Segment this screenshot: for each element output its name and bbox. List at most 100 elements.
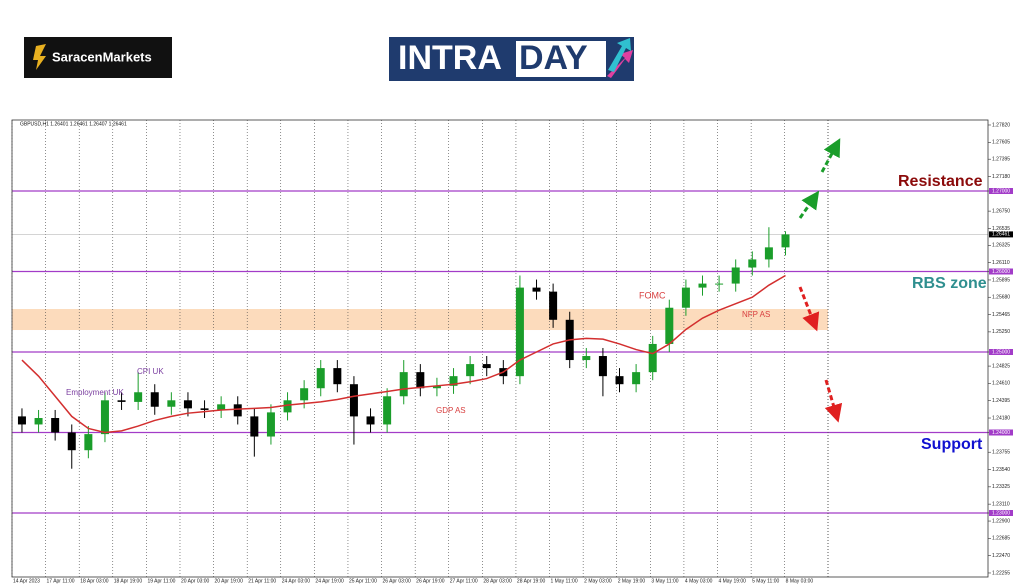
brand-logo [24,37,172,78]
candle-body [482,364,491,369]
candle-body [665,307,674,344]
y-tick-label: 1.26325 [992,243,1010,249]
x-tick-label: 20 Apr 19:00 [215,578,244,584]
candle-body [366,416,375,425]
x-tick-label: 8 May 03:00 [786,578,814,584]
y-tick-label: 1.25465 [992,312,1010,318]
candle-body [51,418,60,433]
candle-body [100,400,109,435]
annotation: Employment UK [66,388,124,397]
level-label-bg [989,510,1013,517]
candle-body [233,404,242,417]
arrow-down [824,379,843,423]
annotation: Resistance [898,173,983,190]
candle-body [632,372,641,385]
candle-body [781,234,790,248]
candle-body [715,283,724,285]
candle-body [748,259,757,268]
annotation: RBS zone [912,275,987,292]
annotation: GDP AS [436,406,466,415]
y-tick-label: 1.24180 [992,415,1010,421]
brand-icon [33,44,46,70]
candle-body [598,356,607,377]
banner-box [516,41,606,77]
annotation: FOMC [639,290,666,300]
y-tick-label: 1.23000 [992,510,1010,516]
y-tick-label: 1.23110 [992,501,1010,507]
x-tick-label: 17 Apr 11:00 [47,578,75,584]
level-label-bg [989,268,1013,275]
candle-body [416,372,425,389]
x-tick-label: 5 May 11:00 [752,578,779,584]
last-price-bg [989,231,1013,238]
candle-body [515,287,524,377]
candle-body [200,408,209,410]
moving-average [21,274,786,434]
candle-body [250,416,259,437]
x-tick-label: 28 Apr 03:00 [483,578,512,584]
candle-body [150,392,159,407]
y-tick-label: 1.24000 [992,430,1010,436]
candle-body [399,372,408,397]
y-tick-label: 1.23540 [992,467,1010,473]
candle-body [117,400,126,402]
candle-body [316,368,325,389]
y-tick-label: 1.27000 [992,188,1010,194]
x-tick-label: 2 May 19:00 [618,578,646,584]
candle-body [532,287,541,292]
candle-body [349,384,358,417]
y-tick-label: 1.22255 [992,570,1010,576]
x-tick-label: 3 May 11:00 [651,578,678,584]
y-tick-label: 1.22685 [992,536,1010,542]
x-tick-label: 14 Apr 2023 [13,578,40,584]
x-tick-label: 1 May 11:00 [550,578,577,584]
rbs-zone [12,309,828,331]
banner-right: DAY [519,39,588,77]
candle-body [134,392,143,402]
x-tick-label: 24 Apr 19:00 [315,578,344,584]
y-tick-label: 1.27395 [992,157,1010,163]
y-tick-label: 1.22900 [992,518,1010,524]
candle-body [383,396,392,425]
candle-body [17,416,26,425]
x-tick-label: 24 Apr 03:00 [282,578,311,584]
candle-body [764,247,773,260]
x-tick-label: 21 Apr 11:00 [248,578,276,584]
y-tick-label: 1.24610 [992,381,1010,387]
candle-body [167,400,176,407]
candle-body [615,376,624,385]
x-tick-label: 28 Apr 19:00 [517,578,546,584]
candle-body [217,404,226,410]
candle-body [266,412,275,437]
candle-body [67,432,76,451]
x-tick-label: 2 May 03:00 [584,578,612,584]
level-label-bg [989,429,1013,436]
candle-body [333,368,342,385]
arrow-down [798,286,820,332]
y-tick-label: 1.26110 [992,260,1010,266]
candle-body [300,388,309,401]
arrow-up [820,138,841,173]
x-tick-label: 18 Apr 03:00 [80,578,109,584]
y-tick-label: 1.25000 [992,349,1010,355]
y-tick-label: 1.24395 [992,398,1010,404]
y-tick-label: 1.27180 [992,174,1010,180]
y-tick-label: 1.26535 [992,226,1010,232]
level-label-bg [989,188,1013,195]
y-tick-label: 1.26000 [992,269,1010,275]
candle-body [731,267,740,284]
candle-body [466,364,475,377]
candle-body [549,291,558,320]
plot-frame [11,119,989,578]
x-tick-label: 26 Apr 03:00 [382,578,411,584]
candle-body [34,418,43,425]
y-tick-label: 1.25680 [992,295,1010,301]
arrow-up [798,190,820,219]
y-tick-label: 1.25895 [992,277,1010,283]
annotation: CPI UK [137,367,164,376]
y-tick-label: 1.22470 [992,553,1010,559]
candle-body [183,400,192,409]
candle-body [84,434,93,451]
